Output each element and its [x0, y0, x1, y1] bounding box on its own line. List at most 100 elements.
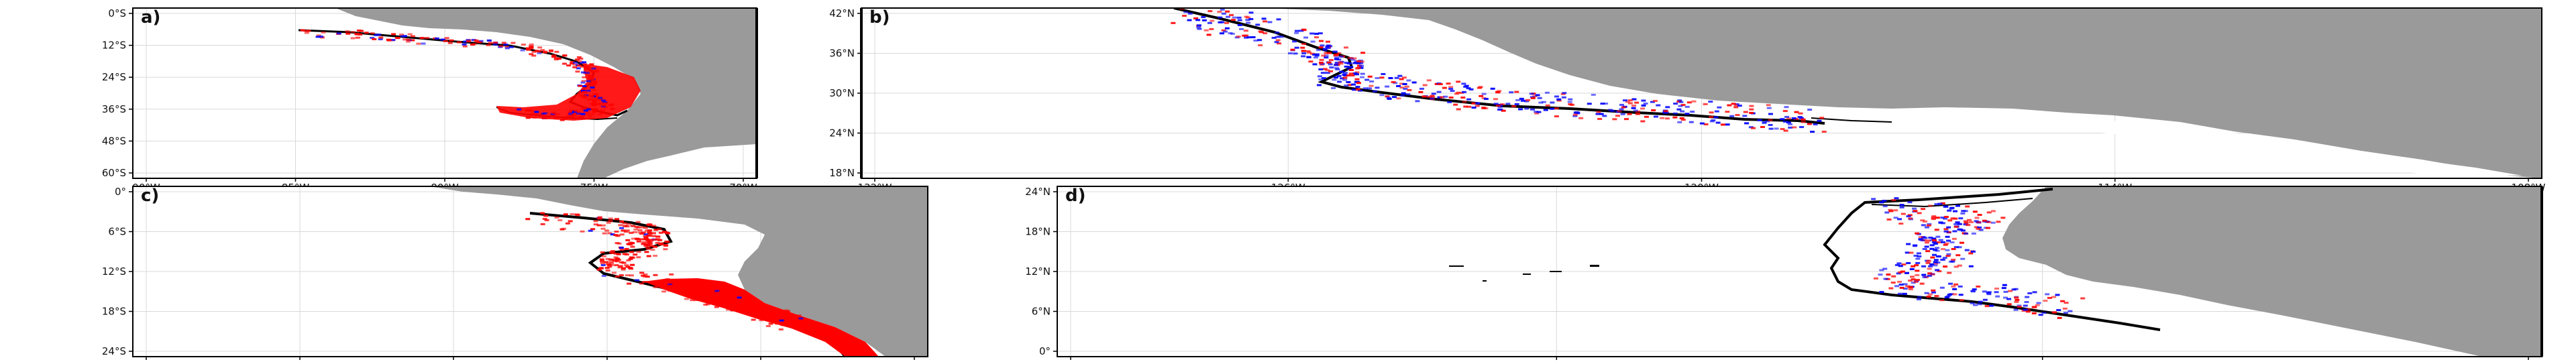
- marker-positive: [1953, 265, 1959, 268]
- marker-negative: [714, 290, 720, 292]
- marker-positive: [1886, 274, 1891, 276]
- marker-positive: [595, 99, 600, 101]
- marker-positive: [1208, 10, 1213, 13]
- marker-positive: [626, 223, 631, 225]
- marker-positive: [1243, 29, 1248, 32]
- marker-positive: [1545, 104, 1550, 107]
- marker-positive: [356, 29, 362, 32]
- marker-positive: [1359, 60, 1364, 63]
- marker-negative: [1921, 265, 1927, 267]
- marker-negative: [1768, 113, 1773, 115]
- marker-positive: [693, 296, 698, 299]
- panel-a-label: a): [141, 7, 160, 27]
- marker-positive: [1751, 127, 1756, 129]
- marker-negative: [1246, 36, 1252, 39]
- marker-positive: [1964, 221, 1969, 224]
- marker-negative: [1788, 126, 1793, 129]
- marker-positive: [741, 308, 747, 310]
- marker-positive: [531, 54, 537, 57]
- marker-positive: [647, 229, 653, 232]
- marker-positive: [419, 37, 425, 40]
- marker-positive: [588, 74, 593, 77]
- marker-positive: [628, 257, 633, 260]
- marker-negative: [1963, 210, 1968, 213]
- marker-positive: [802, 328, 807, 330]
- marker-negative: [1883, 278, 1888, 280]
- marker-negative: [1318, 68, 1324, 70]
- marker-negative: [1411, 81, 1417, 84]
- marker-positive: [2060, 300, 2065, 302]
- marker-negative: [1817, 119, 1822, 122]
- marker-positive: [614, 230, 619, 233]
- marker-negative: [1933, 264, 1938, 267]
- marker-positive: [354, 33, 360, 36]
- marker-positive: [760, 316, 765, 319]
- marker-negative: [1684, 105, 1690, 108]
- marker-positive: [629, 274, 634, 277]
- marker-negative: [1653, 115, 1658, 118]
- marker-negative: [1906, 261, 1911, 264]
- marker-negative: [1960, 257, 1966, 260]
- marker-positive: [1462, 101, 1467, 103]
- marker-positive: [1909, 251, 1914, 254]
- marker-negative: [1301, 52, 1307, 55]
- marker-positive: [1385, 95, 1390, 98]
- marker-negative: [1336, 58, 1342, 61]
- marker-positive: [1921, 208, 1926, 210]
- marker-negative: [1717, 106, 1722, 109]
- marker-positive: [647, 231, 652, 234]
- marker-negative: [1940, 217, 1945, 219]
- marker-negative: [1906, 243, 1911, 245]
- marker-negative: [1320, 44, 1325, 47]
- marker-negative: [1207, 21, 1212, 24]
- marker-positive: [790, 320, 796, 323]
- marker-positive: [1179, 8, 1185, 10]
- marker-negative: [1970, 250, 1976, 253]
- marker-positive: [811, 330, 816, 333]
- marker-negative: [2036, 302, 2041, 304]
- marker-positive: [649, 245, 655, 247]
- marker-negative: [1220, 21, 1225, 23]
- marker-positive: [1300, 46, 1305, 49]
- marker-negative: [1899, 206, 1904, 208]
- marker-negative: [1339, 70, 1344, 73]
- marker-positive: [386, 38, 391, 41]
- marker-positive: [1709, 115, 1714, 118]
- marker-negative: [1957, 246, 1962, 249]
- marker-positive: [1182, 15, 1187, 17]
- marker-negative: [1466, 98, 1472, 101]
- marker-positive: [657, 228, 662, 231]
- marker-positive: [1322, 68, 1328, 70]
- marker-negative: [1894, 263, 1900, 266]
- marker-positive: [576, 64, 582, 67]
- marker-positive: [474, 39, 479, 42]
- marker-negative: [1931, 237, 1937, 240]
- panel-d-land: [2002, 186, 2542, 357]
- marker-positive: [565, 222, 570, 225]
- marker-positive: [735, 295, 740, 298]
- marker-positive: [521, 43, 526, 46]
- marker-negative: [1568, 98, 1573, 101]
- lat-tick-label: 6°S: [108, 226, 126, 238]
- marker-negative: [586, 108, 591, 111]
- marker-positive: [1725, 111, 1730, 113]
- marker-positive: [1939, 299, 1945, 302]
- marker-positive: [1334, 54, 1339, 56]
- marker-positive: [551, 111, 557, 114]
- marker-positive: [576, 56, 582, 58]
- marker-negative: [2025, 296, 2030, 298]
- marker-negative: [1902, 292, 1907, 295]
- marker-positive: [668, 284, 674, 287]
- marker-positive: [1920, 219, 1925, 222]
- marker-positive: [529, 46, 534, 48]
- marker-positive: [1456, 80, 1461, 83]
- marker-positive: [593, 223, 598, 226]
- marker-positive: [693, 299, 698, 302]
- marker-negative: [1201, 15, 1206, 18]
- marker-negative: [1963, 232, 1968, 235]
- marker-negative: [2002, 296, 2008, 299]
- marker-negative: [1882, 205, 1888, 208]
- marker-negative: [1915, 261, 1921, 264]
- marker-positive: [1350, 74, 1355, 77]
- marker-negative: [1344, 62, 1349, 64]
